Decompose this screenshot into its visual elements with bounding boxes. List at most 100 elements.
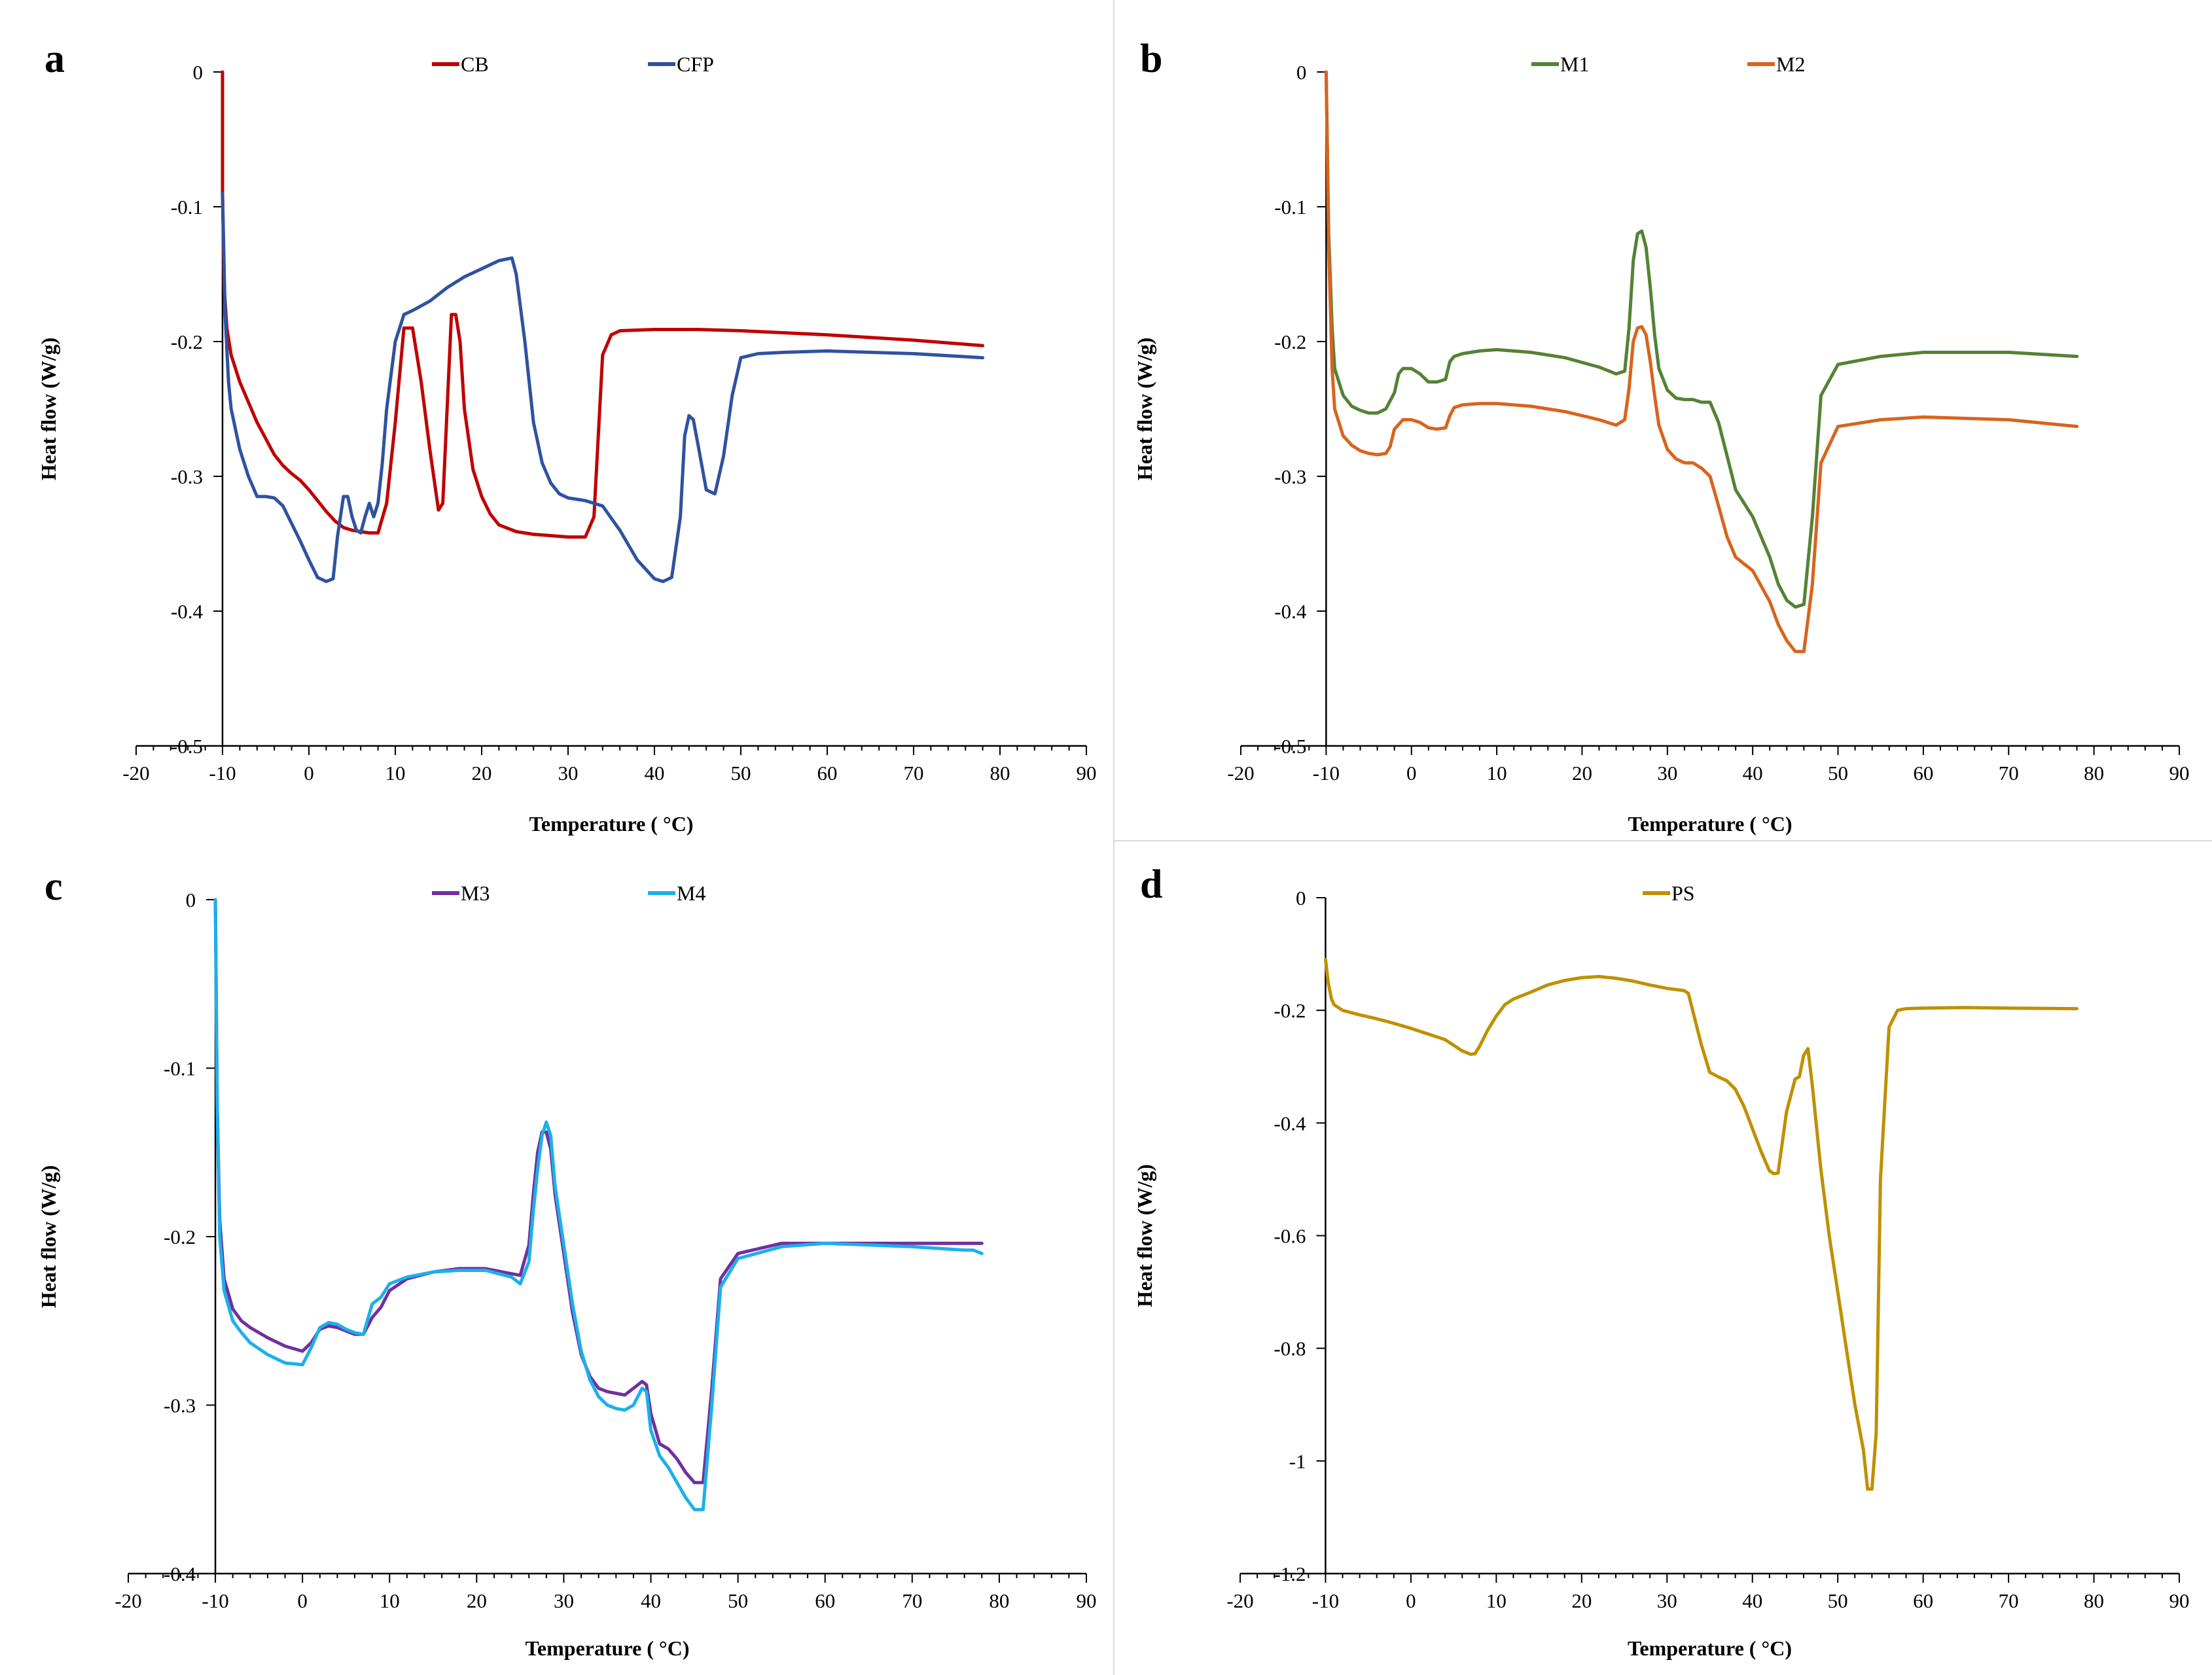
x-tick-label: 30 bbox=[554, 1589, 574, 1612]
y-tick-label: -1.2 bbox=[1274, 1562, 1306, 1585]
x-tick-label: 70 bbox=[1999, 762, 2019, 785]
legend-label-m1: M1 bbox=[1560, 52, 1589, 76]
x-tick-label: -10 bbox=[202, 1589, 228, 1612]
x-tick-label: 50 bbox=[731, 762, 751, 785]
x-axis-title: Temperature ( °C) bbox=[1628, 812, 1793, 836]
x-tick-label: 0 bbox=[304, 762, 314, 785]
y-axis-title: Heat flow (W/g) bbox=[1133, 338, 1156, 481]
y-tick-label: -0.6 bbox=[1274, 1225, 1306, 1248]
y-tick-label: -0.4 bbox=[1274, 600, 1307, 623]
y-tick-label: -0.3 bbox=[1274, 465, 1306, 488]
legend-label-m4: M4 bbox=[677, 881, 705, 905]
y-tick-label: 0 bbox=[1296, 887, 1306, 909]
x-tick-label: 90 bbox=[1077, 762, 1097, 785]
x-tick-label: 40 bbox=[641, 1589, 661, 1612]
legend-label-cb: CB bbox=[461, 52, 489, 76]
y-axis-title: Heat flow (W/g) bbox=[37, 338, 60, 481]
legend-label-ps: PS bbox=[1671, 881, 1695, 905]
x-tick-label: 20 bbox=[1571, 1589, 1592, 1612]
x-tick-label: 20 bbox=[1572, 762, 1592, 785]
y-tick-label: -0.3 bbox=[171, 465, 203, 488]
x-tick-label: 50 bbox=[728, 1589, 748, 1612]
chart-panel-c: c -20 -10 0 10 20 30 40 50 60 70 80 90 0 -0.1 -0.2 -0.3 -… bbox=[37, 864, 1097, 1660]
x-tick-label: 60 bbox=[1913, 1589, 1933, 1612]
y-tick-label: -0.2 bbox=[1274, 999, 1306, 1022]
y-tick-label: -0.4 bbox=[171, 600, 204, 623]
legend-label-m3: M3 bbox=[461, 881, 490, 905]
y-axis-title: Heat flow (W/g) bbox=[1133, 1164, 1156, 1307]
series-line-cfp bbox=[221, 191, 985, 584]
x-tick-label: 10 bbox=[385, 762, 406, 785]
x-tick-label: -10 bbox=[1313, 762, 1340, 785]
y-tick-label: -0.3 bbox=[164, 1394, 196, 1417]
y-tick-label: -0.8 bbox=[1274, 1337, 1306, 1360]
x-tick-label: 10 bbox=[1487, 762, 1507, 785]
series-line-m1 bbox=[1324, 70, 2079, 609]
y-axis-title: Heat flow (W/g) bbox=[37, 1165, 60, 1309]
y-tick-label: -0.2 bbox=[1274, 330, 1306, 353]
y-tick-label: -1 bbox=[1289, 1450, 1306, 1473]
y-tick-label: -0.1 bbox=[171, 196, 203, 219]
x-tick-label: 90 bbox=[2169, 1589, 2190, 1612]
series-line-ps bbox=[1324, 958, 2078, 1491]
x-tick-label: -20 bbox=[1227, 762, 1254, 785]
x-tick-label: 40 bbox=[1742, 1589, 1762, 1612]
x-tick-label: 60 bbox=[1913, 762, 1933, 785]
y-tick-label: 0 bbox=[186, 889, 196, 911]
y-tick-label: -0.2 bbox=[171, 330, 203, 353]
x-tick-label: 0 bbox=[1406, 762, 1417, 785]
legend-label-cfp: CFP bbox=[677, 52, 714, 76]
y-tick-label: -0.2 bbox=[164, 1225, 196, 1248]
x-tick-label: 30 bbox=[1657, 1589, 1677, 1612]
series-line-m4 bbox=[213, 898, 984, 1511]
panel-letter: a bbox=[45, 37, 65, 81]
x-tick-label: 70 bbox=[904, 762, 924, 785]
chart-panel-b: b -20 -10 0 10 20 30 40 50 60 70 80 90 0 -0.1 -0.2 -0.3 -… bbox=[1133, 37, 2190, 836]
panel-letter: c bbox=[45, 864, 63, 909]
x-tick-label: 30 bbox=[558, 762, 579, 785]
x-tick-label: 30 bbox=[1657, 762, 1677, 785]
series-line-m2 bbox=[1324, 70, 2079, 654]
x-tick-label: 70 bbox=[1999, 1589, 2019, 1612]
legend-label-m2: M2 bbox=[1776, 52, 1805, 76]
x-tick-label: 0 bbox=[297, 1589, 308, 1612]
x-tick-label: 90 bbox=[1077, 1589, 1097, 1612]
x-tick-label: 0 bbox=[1406, 1589, 1416, 1612]
x-tick-label: 60 bbox=[817, 762, 838, 785]
charts-root: a-20 -10 0 10 20 30 40 50 60 70 80 900-0.1-0.2-0.3-… bbox=[37, 37, 2190, 1660]
x-tick-label: 80 bbox=[990, 762, 1010, 785]
y-tick-label: -0.1 bbox=[164, 1057, 196, 1080]
x-tick-label: -10 bbox=[1312, 1589, 1339, 1612]
x-tick-label: 50 bbox=[1828, 762, 1848, 785]
y-tick-label: -0.1 bbox=[1274, 196, 1306, 219]
x-tick-label: 80 bbox=[2084, 1589, 2104, 1612]
y-tick-label: 0 bbox=[193, 61, 204, 84]
y-tick-label: -0.4 bbox=[164, 1562, 196, 1585]
series-line-cb bbox=[221, 70, 985, 539]
x-tick-label: 60 bbox=[815, 1589, 835, 1612]
x-tick-label: 70 bbox=[902, 1589, 922, 1612]
y-tick-label: -0.4 bbox=[1274, 1112, 1306, 1135]
panel-letter: b bbox=[1140, 37, 1162, 81]
x-tick-label: 20 bbox=[472, 762, 492, 785]
chart-panel-a: a -20 -10 0 10 20 30 40 50 60 70 80 90 0 -0.1 -0.2 -0.3 -… bbox=[37, 37, 1097, 836]
x-tick-label: 20 bbox=[467, 1589, 487, 1612]
x-tick-label: -10 bbox=[209, 762, 236, 785]
x-axis-title: Temperature ( °C) bbox=[1628, 1636, 1792, 1660]
x-tick-label: 90 bbox=[2169, 762, 2190, 785]
x-tick-label: 50 bbox=[1828, 1589, 1848, 1612]
x-tick-label: 10 bbox=[380, 1589, 400, 1612]
x-tick-label: 10 bbox=[1486, 1589, 1507, 1612]
x-tick-label: 80 bbox=[989, 1589, 1009, 1612]
x-tick-label: 80 bbox=[2084, 762, 2104, 785]
y-tick-label: 0 bbox=[1296, 61, 1307, 84]
x-tick-label: 40 bbox=[645, 762, 665, 785]
x-axis-title: Temperature ( °C) bbox=[526, 1636, 690, 1660]
x-tick-label: -20 bbox=[115, 1589, 141, 1612]
x-tick-label: -20 bbox=[122, 762, 149, 785]
y-tick-label: -0.5 bbox=[171, 735, 203, 758]
panel-letter: d bbox=[1140, 862, 1162, 907]
chart-panel-d: d -20 -10 0 10 20 30 40 50 60 70 80 90 0 -0.2 -0.4 -0.6 -… bbox=[1133, 862, 2190, 1660]
x-axis-title: Temperature ( °C) bbox=[529, 812, 694, 836]
y-tick-label: -0.5 bbox=[1274, 735, 1306, 758]
